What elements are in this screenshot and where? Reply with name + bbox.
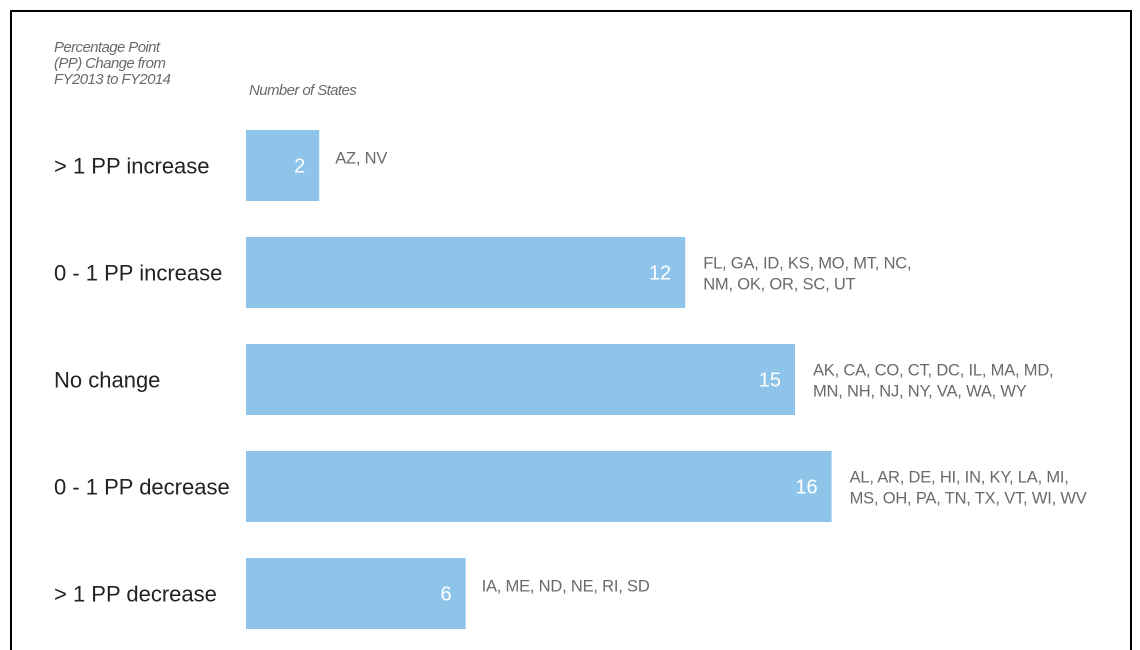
state-list-line: MS, OH, PA, TN, TX, VT, WI, WV	[850, 490, 1087, 508]
state-list-line: AZ, NV	[335, 150, 387, 168]
chart-frame	[10, 10, 1132, 650]
state-list: FL, GA, ID, KS, MO, MT, NC, NM, OK, OR, S…	[703, 255, 911, 294]
state-list-line: IA, ME, ND, NE, RI, SD	[482, 578, 650, 596]
state-list-line: FL, GA, ID, KS, MO, MT, NC,	[703, 255, 911, 273]
category-label: 0 - 1 PP decrease	[54, 475, 230, 500]
category-label: > 1 PP increase	[54, 154, 210, 179]
state-list-line: NM, OK, OR, SC, UT	[703, 276, 855, 294]
state-list-line: MN, NH, NJ, NY, VA, WA, WY	[813, 383, 1027, 401]
state-list-line: AK, CA, CO, CT, DC, IL, MA, MD,	[813, 362, 1053, 380]
state-list: AL, AR, DE, HI, IN, KY, LA, MI, MS, OH, P…	[850, 469, 1087, 508]
y-axis-header-line: (PP) Change from	[54, 55, 166, 72]
category-label: 0 - 1 PP increase	[54, 261, 222, 286]
bar	[246, 130, 320, 201]
bar	[246, 451, 832, 522]
bar	[246, 558, 466, 629]
x-axis-header: Number of States	[249, 82, 357, 99]
y-axis-header: Percentage Point (PP) Change from FY2013…	[54, 40, 224, 88]
bar-value-label: 6	[440, 584, 451, 606]
category-label: > 1 PP decrease	[54, 582, 217, 607]
state-list-line: AL, AR, DE, HI, IN, KY, LA, MI,	[850, 469, 1069, 487]
bar	[246, 344, 795, 415]
bar-value-label: 16	[795, 477, 817, 499]
bar-value-label: 12	[649, 263, 671, 285]
bar-value-label: 2	[294, 156, 305, 178]
category-label: No change	[54, 368, 160, 393]
state-list: AZ, NV	[335, 150, 387, 168]
bar	[246, 237, 686, 308]
y-axis-header-line: FY2013 to FY2014	[54, 71, 171, 88]
state-list: AK, CA, CO, CT, DC, IL, MA, MD, MN, NH, N…	[813, 362, 1053, 401]
bar-value-label: 15	[759, 370, 781, 392]
y-axis-header-line: Percentage Point	[54, 39, 160, 56]
state-list: IA, ME, ND, NE, RI, SD	[482, 578, 650, 596]
